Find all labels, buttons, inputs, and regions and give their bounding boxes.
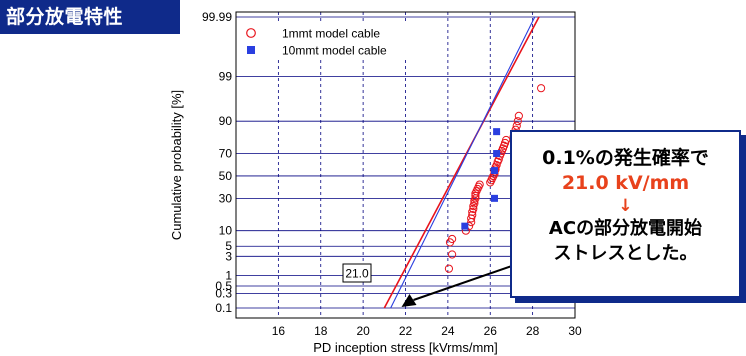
y-axis-title: Cumulative probability [%] bbox=[169, 90, 184, 240]
x-tick-label: 28 bbox=[526, 324, 540, 338]
x-tick-label: 20 bbox=[356, 324, 370, 338]
x-tick-label: 22 bbox=[399, 324, 413, 338]
y-tick-label: 10 bbox=[219, 224, 233, 238]
y-tick-label: 3 bbox=[225, 249, 232, 263]
legend-label-series-2: 10mmt model cable bbox=[282, 44, 387, 58]
annotation-arrow-head-icon bbox=[401, 294, 417, 307]
legend-label-series-1: 1mmt model cable bbox=[282, 27, 380, 41]
legend-background bbox=[241, 24, 421, 60]
legend-marker-series-1 bbox=[246, 28, 256, 38]
y-tick-label: 90 bbox=[219, 114, 233, 128]
x-tick-label: 24 bbox=[441, 324, 455, 338]
y-tick-label: 99 bbox=[219, 70, 233, 84]
y-tick-label: 70 bbox=[219, 147, 233, 161]
y-tick-label: 1 bbox=[225, 268, 232, 282]
data-point-series-1 bbox=[475, 180, 484, 189]
data-point-series-1 bbox=[502, 135, 511, 145]
annotation-box bbox=[342, 263, 372, 283]
callout-value: 21.0 kV/mm bbox=[561, 172, 690, 194]
page-title-badge: 部分放電特性 bbox=[0, 0, 180, 34]
y-tick-label: 5 bbox=[225, 239, 232, 253]
annotations: 21.0 bbox=[342, 257, 536, 307]
data-point-series-2 bbox=[461, 222, 469, 230]
data-point-series-1 bbox=[448, 234, 457, 244]
y-tick-label: 30 bbox=[219, 191, 233, 205]
data-point-series-1 bbox=[513, 117, 522, 126]
callout-down-arrow-icon: ↓ bbox=[618, 196, 633, 216]
y-tick-label: 0.3 bbox=[215, 286, 232, 300]
x-tick-label: 16 bbox=[272, 324, 286, 338]
chart-legend: 1mmt model cable 10mmt model cable bbox=[241, 24, 421, 60]
x-tick-label: 18 bbox=[314, 324, 328, 338]
callout-line-3: ACの部分放電開始 bbox=[548, 218, 703, 239]
legend-marker-series-2 bbox=[247, 46, 255, 54]
y-tick-label: 0.1 bbox=[215, 301, 232, 315]
y-tick-label: 50 bbox=[219, 169, 233, 183]
x-axis-title: PD inception stress [kVrms/mm] bbox=[313, 340, 497, 355]
data-point-series-1 bbox=[512, 121, 521, 130]
data-point-series-2 bbox=[490, 167, 498, 175]
data-point-series-1 bbox=[444, 264, 454, 273]
data-point-series-1 bbox=[537, 84, 546, 93]
data-point-series-2 bbox=[490, 194, 498, 202]
callout-box: 0.1%の発生確率で 21.0 kV/mm ↓ ACの部分放電開始 ストレスとし… bbox=[510, 130, 741, 298]
data-point-series-1 bbox=[467, 214, 476, 223]
fit-line-series-2 bbox=[390, 16, 536, 309]
callout-line-1: 0.1%の発生確率で bbox=[542, 147, 709, 169]
x-tick-label: 26 bbox=[484, 324, 498, 338]
data-point-series-2 bbox=[493, 128, 501, 136]
data-point-series-1 bbox=[468, 210, 477, 220]
y-tick-label: 0.5 bbox=[215, 279, 232, 293]
fit-line-series-1 bbox=[383, 16, 540, 309]
data-point-series-1 bbox=[514, 111, 523, 120]
callout-line-4: ストレスとした。 bbox=[553, 243, 698, 264]
data-point-series-2 bbox=[493, 150, 501, 158]
x-tick-label: 30 bbox=[568, 324, 582, 338]
y-tick-label: 99.99 bbox=[202, 10, 232, 24]
annotation-label: 21.0 bbox=[345, 267, 369, 281]
fit-lines bbox=[383, 16, 540, 309]
data-point-series-1 bbox=[448, 250, 457, 259]
data-point-series-1 bbox=[469, 204, 478, 214]
